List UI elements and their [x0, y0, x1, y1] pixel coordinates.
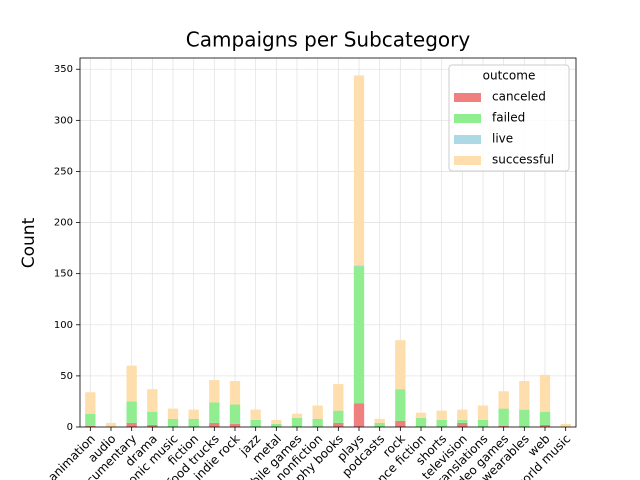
bar-segment	[188, 409, 199, 419]
legend-swatch	[454, 93, 481, 102]
bar-segment	[353, 403, 365, 427]
bar-segment	[436, 410, 447, 420]
bar-segment	[85, 425, 96, 427]
legend-label: failed	[492, 111, 525, 125]
bar-segment	[498, 391, 509, 409]
bar-segment	[105, 422, 117, 427]
bar-segment	[147, 424, 158, 427]
bar-segment	[167, 408, 179, 419]
legend-frame	[448, 64, 570, 172]
bar-segment	[271, 423, 282, 427]
bar-segment	[498, 425, 509, 427]
bar-segment	[519, 409, 530, 427]
bar-segment	[477, 405, 489, 420]
legend-swatch	[454, 156, 481, 165]
bar-segment	[147, 389, 158, 412]
y-tick-label: 100	[54, 320, 73, 331]
y-tick-label: 350	[54, 64, 73, 75]
bar-segment	[209, 422, 220, 427]
bar-segment	[126, 401, 137, 423]
chart-title: Campaigns per Subcategory	[186, 28, 471, 52]
bar-segment	[353, 265, 365, 267]
legend-title: outcome	[483, 69, 536, 83]
bar-segment	[457, 419, 468, 423]
bar-segment	[333, 422, 344, 427]
bar-segment	[374, 422, 385, 427]
legend-label: successful	[492, 153, 554, 167]
bar-segment	[250, 419, 261, 427]
bar-segment	[477, 419, 489, 427]
bar-segment	[291, 417, 303, 427]
bar-segment	[353, 266, 365, 404]
y-tick-label: 300	[54, 115, 73, 126]
bar-segment	[85, 413, 96, 426]
bar-segment	[539, 424, 551, 427]
bar-segment	[457, 422, 468, 427]
y-tick-label: 150	[54, 269, 73, 280]
bar-segment	[374, 418, 385, 423]
bar-segment	[167, 418, 179, 427]
plot-frame	[79, 57, 577, 428]
legend-swatch	[454, 135, 481, 144]
bar-segment	[271, 419, 282, 424]
legend-label: live	[492, 132, 513, 146]
bar-segment	[415, 412, 427, 418]
y-tick-label: 0	[67, 422, 73, 433]
y-axis-label: Count	[19, 217, 39, 268]
bar-segment	[353, 75, 365, 266]
bar-segment	[312, 418, 323, 427]
legend: outcome canceled failed live successful	[448, 64, 570, 172]
bar-segment	[209, 402, 220, 423]
bar-segment	[333, 384, 344, 411]
bar-segment	[539, 374, 551, 412]
bar-segment	[519, 381, 530, 410]
bar-segment	[291, 413, 303, 418]
bar-segment	[188, 418, 199, 427]
bar-segment	[436, 419, 447, 427]
bar-segment	[229, 381, 241, 405]
bar-segment	[229, 423, 241, 427]
bar-segment	[209, 379, 220, 403]
bar-segment	[147, 411, 158, 425]
y-tick-label: 50	[60, 371, 73, 382]
legend-label: canceled	[492, 90, 546, 104]
bar-segment	[395, 340, 406, 390]
bar-segment	[415, 417, 427, 427]
bar-segment	[312, 405, 323, 419]
legend-swatch	[454, 114, 481, 123]
bar-segment	[498, 408, 509, 426]
bar-segment	[250, 409, 261, 420]
bar-segment	[85, 392, 96, 414]
bar-segment	[395, 420, 406, 427]
bar-segment	[126, 422, 137, 427]
bar-segment	[395, 389, 406, 421]
bar-segment	[333, 410, 344, 423]
bar-segment	[126, 365, 137, 402]
bar-segment	[457, 409, 468, 420]
y-tick-label: 200	[54, 218, 73, 229]
bar-segment	[560, 423, 571, 427]
bar-segment	[229, 404, 241, 424]
y-tick-label: 250	[54, 166, 73, 177]
bar-segment	[539, 411, 551, 425]
